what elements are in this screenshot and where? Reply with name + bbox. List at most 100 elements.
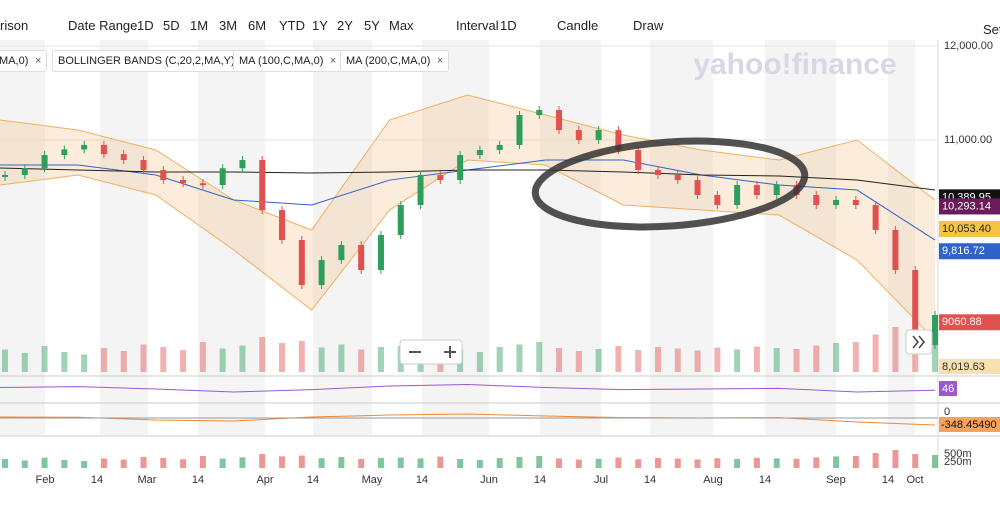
scroll-button[interactable] [905, 329, 933, 355]
volume-bar-lower [575, 459, 582, 468]
candle [318, 260, 325, 286]
interval-value[interactable]: 1D [500, 18, 517, 33]
toolbar-item[interactable]: 1Y [312, 18, 328, 33]
volume-bar-lower [160, 458, 167, 468]
toolbar-item[interactable]: Date Range [68, 18, 138, 33]
background-bands [0, 40, 1000, 470]
candle [81, 144, 88, 150]
toolbar-item[interactable]: 5D [163, 18, 180, 33]
indicator-chip[interactable]: ,MA,0) [0, 50, 48, 72]
volume-bar [199, 342, 206, 372]
volume-bar [81, 354, 88, 372]
candle [219, 168, 226, 186]
zoom-controls[interactable] [399, 339, 463, 365]
volume-bar-lower [556, 458, 563, 468]
candle [259, 160, 266, 211]
y-tick-label: 11,000.00 [944, 134, 992, 146]
volume-axis-label: 500m [944, 448, 972, 460]
volume-bar [61, 352, 68, 372]
indicator-chip[interactable]: BOLLINGER BANDS (C,20,2,MA,Y) [52, 50, 254, 72]
volume-bar [180, 350, 187, 372]
volume-bar-lower [516, 457, 523, 468]
volume-bar-lower [932, 455, 938, 468]
price-label-bg [939, 198, 1000, 215]
volume-bar-lower [813, 457, 820, 468]
volume-bar [358, 349, 365, 372]
volume-bar [318, 347, 325, 372]
toolbar-item[interactable]: 3M [219, 18, 238, 33]
volume-bar [852, 342, 859, 372]
volume-bar-lower [358, 459, 365, 468]
candle [120, 154, 127, 161]
candle [279, 210, 286, 241]
y-tick-label: 12,000.00 [944, 40, 993, 52]
toolbar-item[interactable]: 1D [137, 18, 154, 33]
indicator-chip[interactable]: MA (200,C,MA,0) [340, 50, 450, 72]
x-axis-label: 14 [192, 474, 204, 486]
candle [595, 130, 602, 141]
x-axis-label: Aug [703, 474, 723, 486]
volume-bar-lower [714, 458, 721, 468]
draw-button[interactable]: Draw [633, 18, 664, 33]
toolbar-item[interactable]: Max [389, 18, 414, 33]
volume-bar-lower [140, 457, 147, 468]
volume-bar-lower [120, 459, 127, 468]
volume-bar [21, 353, 28, 372]
x-axis-label: Apr [256, 474, 273, 486]
toolbar-item[interactable]: YTD [279, 18, 305, 33]
settings-button[interactable]: Set [983, 22, 1000, 37]
candle [377, 235, 384, 271]
candle [635, 149, 642, 170]
x-axis-label: Jul [594, 474, 608, 486]
volume-bar [714, 347, 721, 372]
volume-bar-lower [61, 460, 68, 468]
volume-bar-lower [397, 457, 404, 468]
volume-bar [654, 347, 661, 372]
scroll-icon [912, 335, 925, 349]
macd-label-bg [939, 417, 1000, 432]
compare-fragment[interactable]: rison [0, 18, 29, 33]
toolbar-item[interactable]: 5Y [364, 18, 380, 33]
candle [338, 245, 345, 261]
price-label-bg [939, 243, 1000, 260]
volume-bar [239, 345, 246, 372]
volume-bar [734, 349, 741, 372]
ma-200-line [0, 167, 936, 191]
indicator-chip[interactable]: MA (100,C,MA,0) [233, 50, 343, 72]
toolbar-item[interactable]: 2Y [337, 18, 353, 33]
volume-bar [556, 348, 563, 372]
candle [852, 199, 859, 206]
volume-bar-lower [457, 459, 464, 468]
volume-bar [615, 346, 622, 372]
volume-bar-lower [219, 458, 226, 468]
candle [516, 115, 523, 145]
candle [734, 185, 741, 206]
candle [753, 185, 760, 196]
candle [615, 130, 622, 150]
candle [872, 205, 879, 230]
volume-bar-lower [615, 457, 622, 468]
interval-label[interactable]: Interval [456, 18, 499, 33]
candle [298, 240, 305, 286]
price-label: 9,816.72 [942, 245, 985, 257]
chart-type[interactable]: Candle [557, 18, 599, 33]
bollinger-lower [0, 159, 936, 341]
price-label: 10,053.40 [942, 223, 991, 235]
candle [476, 149, 483, 156]
x-axis-label: 14 [307, 474, 319, 486]
x-axis-label: Mar [138, 474, 157, 486]
rsi-line [0, 383, 936, 393]
candle [239, 160, 246, 169]
toolbar-item[interactable]: 6M [248, 18, 267, 33]
volume-bar-lower [476, 460, 483, 468]
x-axis-label: May [362, 474, 383, 486]
volume-bar [120, 351, 127, 372]
candle [199, 183, 206, 186]
volume-bar [635, 350, 642, 372]
x-axis-label: 14 [882, 474, 894, 486]
volume-bar-lower [21, 460, 28, 468]
toolbar-item[interactable]: 1M [190, 18, 209, 33]
candle [2, 174, 8, 177]
volume-bar-lower [674, 458, 681, 468]
